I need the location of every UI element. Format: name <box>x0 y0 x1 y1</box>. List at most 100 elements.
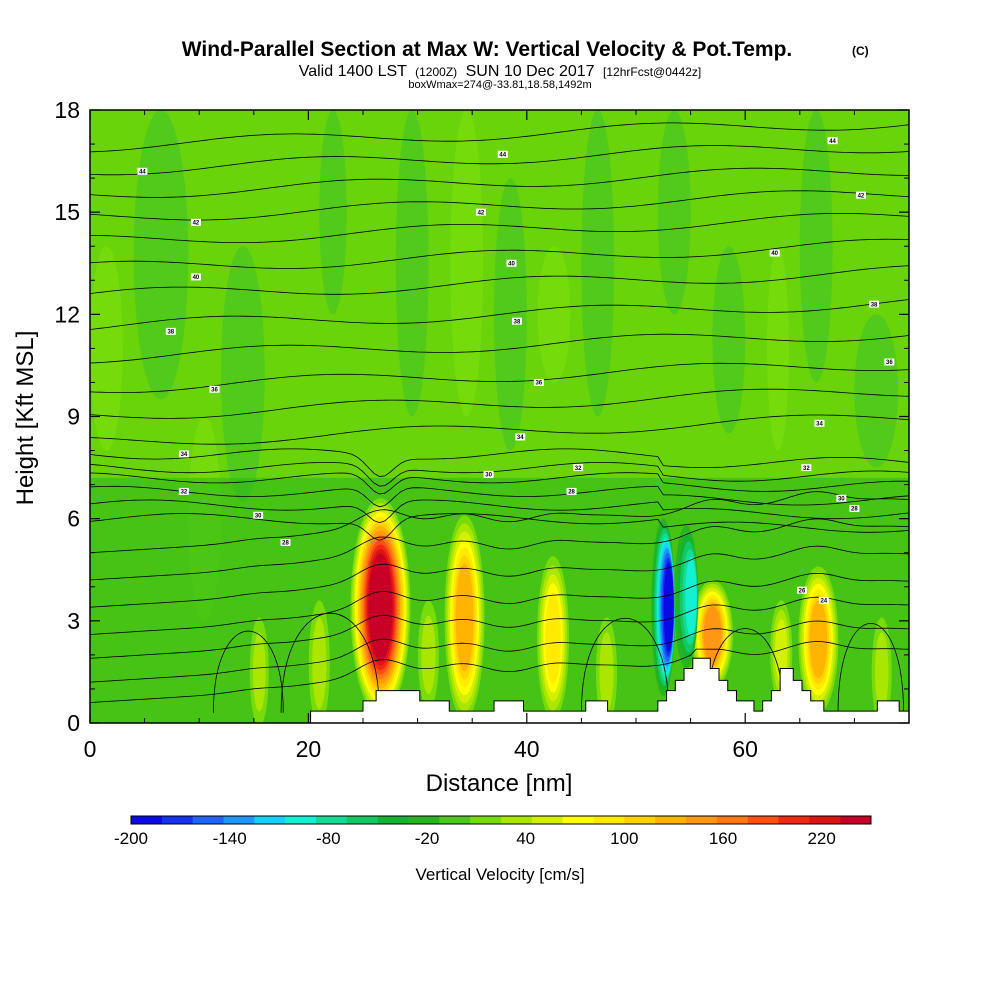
y-tick-label: 6 <box>67 506 80 532</box>
isentrope-24-21 <box>90 572 909 635</box>
contour-label-text: 32 <box>803 466 810 472</box>
contour-label-27: 26 <box>796 586 807 594</box>
contour-label-bg <box>814 419 825 427</box>
contour-label-text: 30 <box>485 473 492 479</box>
contour-label-17: 34 <box>814 419 825 428</box>
colorbar-swatch-8 <box>377 816 409 824</box>
colorbar-tick-label: -20 <box>415 829 440 848</box>
isentrope-38-7 <box>90 299 909 330</box>
contour-label-bg <box>796 586 807 594</box>
contour-label-text: 34 <box>517 435 524 441</box>
contour-label-23: 30 <box>836 494 847 502</box>
cloud-contour-3 <box>837 622 904 713</box>
colorbar-swatch-14 <box>562 816 594 824</box>
colorbar-swatch-15 <box>593 816 625 824</box>
chart-subtitle: Valid 1400 LST (1200Z) SUN 10 Dec 2017 [… <box>299 63 702 80</box>
colorbar-tick-label: -200 <box>114 829 148 848</box>
contour-label-bg <box>137 167 148 175</box>
isentrope-28-16 <box>90 499 909 524</box>
contour-label-text: 44 <box>139 170 146 176</box>
contour-label-bg <box>515 433 526 441</box>
contour-label-bg <box>769 249 780 257</box>
contour-label-bg <box>253 511 264 519</box>
bg-band-12 <box>450 110 484 417</box>
y-tick-label: 0 <box>67 710 80 736</box>
contour-label-bg <box>566 487 577 495</box>
colorbar-swatch-20 <box>747 816 779 824</box>
updraft-1-level-6 <box>455 563 474 672</box>
bg-band-4 <box>494 178 527 451</box>
x-tick-label: 40 <box>514 736 540 762</box>
isentrope-36-9 <box>90 362 909 393</box>
contour-label-1: 44 <box>497 150 508 158</box>
contour-label-text: 42 <box>193 221 200 227</box>
contour-label-bg <box>801 464 812 472</box>
isentrope-36-8 <box>90 333 909 364</box>
contour-label-text: 34 <box>181 452 188 458</box>
colorbar-swatch-5 <box>285 816 317 824</box>
contour-label-text: 38 <box>167 330 174 336</box>
subtitle-valid: Valid 1400 LST <box>299 63 407 80</box>
colorbar-swatch-9 <box>408 816 440 824</box>
cloud-contour-4 <box>212 630 284 713</box>
contour-label-3: 42 <box>190 218 201 227</box>
colorbar-swatch-16 <box>624 816 656 824</box>
x-axis-label: Distance [nm] <box>426 770 573 797</box>
contour-label-text: 44 <box>829 139 836 145</box>
contour-label-bg <box>855 191 866 199</box>
colorbar-tick-label: 160 <box>709 829 737 848</box>
colorbar-tick-label: 220 <box>807 829 835 848</box>
updraft-6-level-1 <box>421 615 436 695</box>
contour-label-28: 24 <box>818 596 829 605</box>
bg-band-1 <box>221 246 265 502</box>
contour-label-bg <box>511 317 522 325</box>
contour-label-bg <box>869 300 880 308</box>
contour-label-4: 42 <box>475 208 486 216</box>
contour-label-bg <box>849 504 860 512</box>
contour-label-bg <box>280 539 291 547</box>
bg-band-10 <box>90 246 123 451</box>
contour-label-18: 32 <box>178 487 189 496</box>
contour-label-19: 32 <box>573 464 584 472</box>
isentrope-40-4 <box>90 213 909 243</box>
contour-label-text: 36 <box>535 381 542 387</box>
colorbar-swatch-11 <box>470 816 502 824</box>
isentrope-40-5 <box>90 238 909 269</box>
contour-label-0: 44 <box>137 167 148 176</box>
updraft-9-level-1 <box>874 632 889 712</box>
cloud-contour-0 <box>280 612 380 713</box>
colorbar: -200 -140 -80 -20 40 100 160 220 <box>114 815 872 848</box>
terrain <box>90 657 909 723</box>
subtitle-forecast: [12hrFcst@0442z] <box>603 65 701 79</box>
contour-label-2: 44 <box>827 137 838 145</box>
isentrope-28-17 <box>90 513 909 541</box>
updraft-4-level-6 <box>809 600 828 679</box>
colorbar-tick-label: -80 <box>316 829 341 848</box>
updraft-0-level-12 <box>368 553 393 661</box>
contour-label-26: 28 <box>849 504 860 513</box>
isentrope-34-10 <box>90 388 909 419</box>
contour-label-text: 32 <box>575 466 582 472</box>
contour-label-13: 36 <box>533 378 544 387</box>
contour-label-20: 32 <box>801 464 812 472</box>
contour-label-text: 40 <box>508 261 515 267</box>
isentrope-22-22 <box>90 596 909 659</box>
colorbar-tick-label: 40 <box>516 829 535 848</box>
bg-band-13 <box>537 246 571 383</box>
bg-band-8 <box>799 110 833 383</box>
contour-label-text: 36 <box>886 360 893 366</box>
bg-band-5 <box>581 110 615 417</box>
contour-label-9: 38 <box>165 327 176 336</box>
contour-label-bg <box>497 150 508 158</box>
colorbar-swatch-4 <box>254 816 286 824</box>
colorbar-swatch-19 <box>716 816 748 824</box>
contour-label-bg <box>483 470 494 478</box>
colorbar-swatch-17 <box>655 816 687 824</box>
contour-label-text: 28 <box>851 507 858 513</box>
contour-label-bg <box>506 259 517 267</box>
chart-title: Wind-Parallel Section at Max W: Vertical… <box>182 38 793 61</box>
subtitle-date: SUN 10 Dec 2017 <box>466 63 595 80</box>
updraft-5-level-1 <box>312 617 327 710</box>
cloud-contour-1 <box>581 618 670 713</box>
isentrope-44-1 <box>90 145 909 176</box>
